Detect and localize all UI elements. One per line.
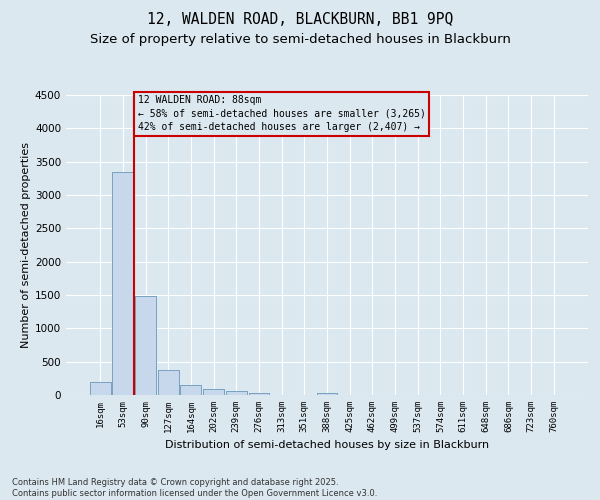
Bar <box>248 393 269 395</box>
Text: Contains HM Land Registry data © Crown copyright and database right 2025.
Contai: Contains HM Land Registry data © Crown c… <box>12 478 377 498</box>
Bar <box>135 296 156 395</box>
Bar <box>203 388 224 395</box>
Y-axis label: Number of semi-detached properties: Number of semi-detached properties <box>21 142 31 348</box>
Bar <box>158 370 179 395</box>
Text: 12, WALDEN ROAD, BLACKBURN, BB1 9PQ: 12, WALDEN ROAD, BLACKBURN, BB1 9PQ <box>147 12 453 28</box>
Text: Size of property relative to semi-detached houses in Blackburn: Size of property relative to semi-detach… <box>89 32 511 46</box>
Bar <box>317 392 337 395</box>
Bar <box>181 385 202 395</box>
Bar <box>90 382 110 395</box>
Bar <box>112 172 133 395</box>
Text: 12 WALDEN ROAD: 88sqm
← 58% of semi-detached houses are smaller (3,265)
42% of s: 12 WALDEN ROAD: 88sqm ← 58% of semi-deta… <box>137 96 425 132</box>
X-axis label: Distribution of semi-detached houses by size in Blackburn: Distribution of semi-detached houses by … <box>165 440 489 450</box>
Bar <box>226 391 247 395</box>
